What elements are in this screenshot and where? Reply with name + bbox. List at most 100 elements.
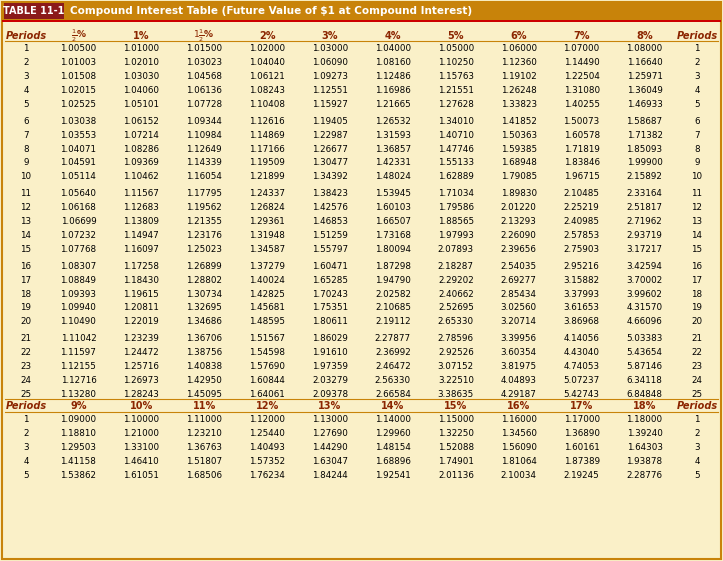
Text: 1.12486: 1.12486 xyxy=(375,72,411,81)
Text: 2: 2 xyxy=(23,58,29,67)
Text: 1.09344: 1.09344 xyxy=(187,117,222,126)
Text: 1.55797: 1.55797 xyxy=(312,245,348,254)
Bar xyxy=(2,2,721,20)
Bar xyxy=(4,3,64,19)
Text: 1.68896: 1.68896 xyxy=(375,457,411,466)
Text: 1.26248: 1.26248 xyxy=(501,86,536,95)
Text: 1.62889: 1.62889 xyxy=(438,172,474,181)
Text: 5.03383: 5.03383 xyxy=(626,334,663,343)
Text: 4.14056: 4.14056 xyxy=(564,334,599,343)
Text: 1.75351: 1.75351 xyxy=(312,304,348,312)
Text: 1.61051: 1.61051 xyxy=(124,471,159,480)
Text: 1.08000: 1.08000 xyxy=(626,44,663,53)
Text: 1.41852: 1.41852 xyxy=(501,117,536,126)
Text: 2.36992: 2.36992 xyxy=(375,348,411,357)
Text: 1.37279: 1.37279 xyxy=(249,262,285,271)
Text: 15%: 15% xyxy=(444,401,468,411)
Text: 1.38423: 1.38423 xyxy=(312,190,348,199)
Text: 1.14869: 1.14869 xyxy=(249,131,285,140)
Text: 1.54598: 1.54598 xyxy=(249,348,285,357)
Text: 2.65330: 2.65330 xyxy=(438,317,474,326)
Text: 12: 12 xyxy=(20,203,32,212)
Text: 1.85093: 1.85093 xyxy=(627,145,662,154)
Text: 1.87389: 1.87389 xyxy=(564,457,599,466)
Text: 1.40710: 1.40710 xyxy=(438,131,474,140)
Text: 1.68948: 1.68948 xyxy=(501,158,536,167)
Text: 2.25219: 2.25219 xyxy=(564,203,599,212)
Text: 1.34560: 1.34560 xyxy=(501,429,536,438)
Text: 5: 5 xyxy=(694,100,700,109)
Text: 3.60354: 3.60354 xyxy=(501,348,536,357)
Text: 12%: 12% xyxy=(255,401,279,411)
Text: 1.14490: 1.14490 xyxy=(564,58,599,67)
Text: 3: 3 xyxy=(694,443,700,452)
Text: 1.09369: 1.09369 xyxy=(124,158,159,167)
Text: 1.08160: 1.08160 xyxy=(375,58,411,67)
Text: 6.84848: 6.84848 xyxy=(627,389,662,399)
Text: 2.46472: 2.46472 xyxy=(375,362,411,371)
Text: 1.31080: 1.31080 xyxy=(564,86,599,95)
Text: 5: 5 xyxy=(23,100,29,109)
Text: 1.12716: 1.12716 xyxy=(61,376,96,385)
Text: 5.42743: 5.42743 xyxy=(564,389,599,399)
Text: 17: 17 xyxy=(20,275,32,284)
Text: 1.34392: 1.34392 xyxy=(312,172,348,181)
Text: 6%: 6% xyxy=(510,31,527,41)
Text: 24: 24 xyxy=(20,376,32,385)
Text: 1.11567: 1.11567 xyxy=(124,190,159,199)
Bar xyxy=(2,20,721,22)
Text: 1.03000: 1.03000 xyxy=(312,44,348,53)
Text: 1.58687: 1.58687 xyxy=(627,117,662,126)
Text: 1.19615: 1.19615 xyxy=(124,289,159,298)
Text: 1.13000: 1.13000 xyxy=(312,415,348,425)
Text: 1.01000: 1.01000 xyxy=(124,44,159,53)
Text: 1.06699: 1.06699 xyxy=(61,217,96,226)
Text: 1.01508: 1.01508 xyxy=(61,72,96,81)
Text: 15: 15 xyxy=(20,245,32,254)
Text: 1.21551: 1.21551 xyxy=(438,86,474,95)
Text: 4.29187: 4.29187 xyxy=(501,389,536,399)
Text: 1.08849: 1.08849 xyxy=(61,275,96,284)
Text: 1.19405: 1.19405 xyxy=(312,117,348,126)
Text: 1.96715: 1.96715 xyxy=(564,172,599,181)
Text: 16%: 16% xyxy=(507,401,531,411)
Text: 1.42331: 1.42331 xyxy=(375,158,411,167)
Text: 3.17217: 3.17217 xyxy=(627,245,662,254)
Text: 2.13293: 2.13293 xyxy=(501,217,536,226)
Text: 2.92526: 2.92526 xyxy=(438,348,474,357)
Text: 1.34686: 1.34686 xyxy=(187,317,222,326)
Text: 1.33100: 1.33100 xyxy=(124,443,159,452)
Text: 1.16640: 1.16640 xyxy=(627,58,662,67)
Text: 3.02560: 3.02560 xyxy=(501,304,536,312)
Text: 17: 17 xyxy=(691,275,703,284)
Text: 1.45095: 1.45095 xyxy=(187,389,222,399)
Text: 1.48595: 1.48595 xyxy=(249,317,285,326)
Text: 1.25716: 1.25716 xyxy=(124,362,159,371)
Text: 1.29960: 1.29960 xyxy=(375,429,411,438)
Text: 1.40024: 1.40024 xyxy=(249,275,285,284)
Text: 1.14339: 1.14339 xyxy=(187,158,222,167)
Text: 1.91610: 1.91610 xyxy=(312,348,348,357)
Text: 1.05114: 1.05114 xyxy=(61,172,96,181)
Text: 1.81064: 1.81064 xyxy=(501,457,536,466)
Text: 1.92541: 1.92541 xyxy=(375,471,411,480)
Text: 4.43040: 4.43040 xyxy=(564,348,599,357)
Text: 1.51567: 1.51567 xyxy=(249,334,285,343)
Text: 4: 4 xyxy=(694,86,700,95)
Text: 2.01136: 2.01136 xyxy=(438,471,474,480)
Text: 1.38756: 1.38756 xyxy=(187,348,222,357)
Text: 25: 25 xyxy=(691,389,703,399)
Text: 2.56330: 2.56330 xyxy=(375,376,411,385)
Text: 23: 23 xyxy=(20,362,32,371)
Text: 1.21000: 1.21000 xyxy=(124,429,159,438)
Text: 1.06136: 1.06136 xyxy=(187,86,222,95)
Text: Periods: Periods xyxy=(677,31,717,41)
Text: 1.19102: 1.19102 xyxy=(501,72,536,81)
Text: 2.19112: 2.19112 xyxy=(375,317,411,326)
Text: 1.79085: 1.79085 xyxy=(501,172,536,181)
Text: 2.18287: 2.18287 xyxy=(438,262,474,271)
Text: 1.11597: 1.11597 xyxy=(61,348,96,357)
Text: 2.10034: 2.10034 xyxy=(501,471,536,480)
Text: 13: 13 xyxy=(691,217,703,226)
Text: 1.12155: 1.12155 xyxy=(61,362,96,371)
